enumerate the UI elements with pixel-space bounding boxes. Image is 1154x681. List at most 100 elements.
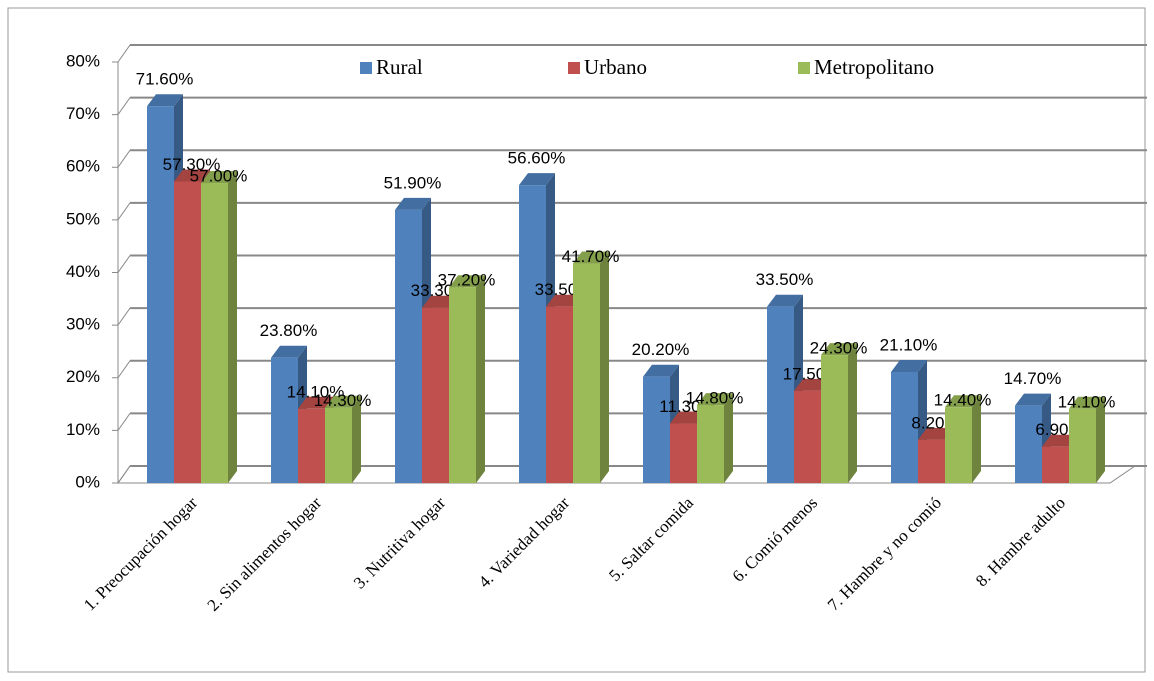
legend-label: Urbano [584, 55, 647, 79]
bar [573, 251, 609, 483]
y-tick-label: 80% [66, 51, 100, 70]
data-label: 24.30% [810, 339, 868, 358]
bar-front [298, 408, 325, 483]
bar-front [1069, 408, 1096, 483]
bar-front [271, 357, 298, 483]
bar-side [600, 251, 609, 483]
bar-top [573, 251, 609, 264]
grid-line-side [117, 465, 131, 484]
y-tick-label: 20% [66, 367, 100, 386]
legend-label: Metropolitano [814, 55, 934, 79]
grid-line-side [117, 44, 131, 63]
data-label: 14.10% [287, 382, 345, 401]
bar-front [519, 185, 546, 483]
bar-top [147, 94, 183, 107]
bar-top [395, 197, 431, 210]
bar-top [891, 359, 927, 372]
bar-top [1069, 396, 1105, 409]
data-label: 14.70% [1004, 369, 1062, 388]
bar-front [546, 306, 573, 483]
legend-swatch [360, 62, 372, 74]
grid-line-side [117, 255, 131, 273]
bar-side [972, 395, 981, 483]
y-tick-label: 30% [66, 315, 100, 334]
bar-front [395, 209, 422, 483]
bar-side [352, 395, 361, 483]
bar-top [767, 294, 803, 307]
bar [945, 395, 981, 483]
bar-front [1015, 405, 1042, 483]
bar-top [201, 171, 237, 184]
grid-line-side [117, 149, 131, 168]
bar-front [767, 306, 794, 483]
bar-side [228, 171, 237, 483]
bar-top [697, 393, 733, 406]
bar [697, 393, 733, 483]
bar-top [449, 275, 485, 288]
bar-front [174, 181, 201, 484]
data-label: 20.20% [632, 340, 690, 359]
data-label: 57.30% [163, 155, 221, 174]
bar-front [945, 407, 972, 483]
bar-front [821, 355, 848, 483]
grid-line-side [117, 202, 131, 221]
grid-line-side [117, 307, 131, 326]
bar [449, 275, 485, 483]
bar-top [1015, 393, 1051, 406]
bar-top [643, 364, 679, 377]
data-label: 14.80% [686, 389, 744, 408]
bar-front [1042, 446, 1069, 483]
bar [201, 171, 237, 483]
bar-front [325, 407, 352, 483]
data-label: 41.70% [562, 247, 620, 266]
floor [117, 465, 1137, 484]
bar [1069, 396, 1105, 483]
bar-front [670, 423, 697, 483]
bar-top [271, 345, 307, 358]
y-tick-label: 40% [66, 262, 100, 281]
legend-swatch [798, 62, 810, 74]
bar-front [573, 263, 600, 483]
data-label: 71.60% [136, 70, 194, 89]
legend-label: Rural [376, 55, 423, 79]
legend-swatch [568, 62, 580, 74]
bar-side [848, 343, 857, 483]
bar-top [325, 395, 361, 408]
bar-side [724, 393, 733, 483]
bar-front [147, 106, 174, 483]
data-label: 14.10% [1058, 392, 1116, 411]
bar-front [918, 439, 945, 483]
data-label: 33.50% [756, 270, 814, 289]
data-label: 57.00% [190, 167, 248, 186]
data-label: 14.30% [314, 391, 372, 410]
data-label: 23.80% [260, 321, 318, 340]
data-label: 37.20% [438, 271, 496, 290]
data-label: 56.60% [508, 149, 566, 168]
y-tick-label: 0% [75, 472, 100, 491]
bar-top [174, 169, 210, 182]
data-label: 14.40% [934, 391, 992, 410]
y-tick-label: 60% [66, 157, 100, 176]
bar-front [794, 390, 821, 483]
y-tick-label: 70% [66, 104, 100, 123]
data-label: 21.10% [880, 335, 938, 354]
bar-top [945, 395, 981, 408]
bar-front [891, 371, 918, 483]
grid-line-side [117, 360, 131, 379]
bar-top [821, 343, 857, 356]
y-tick-label: 50% [66, 209, 100, 228]
bar-top [298, 396, 334, 409]
bar-front [201, 183, 228, 483]
bar-front [422, 307, 449, 483]
bar-side [476, 275, 485, 483]
bar-side [1096, 396, 1105, 483]
y-tick-label: 10% [66, 420, 100, 439]
bar [325, 395, 361, 483]
data-label: 51.90% [384, 173, 442, 192]
grid-line-side [117, 97, 131, 115]
bar-front [643, 376, 670, 483]
bar [821, 343, 857, 483]
bar-front [697, 405, 724, 483]
